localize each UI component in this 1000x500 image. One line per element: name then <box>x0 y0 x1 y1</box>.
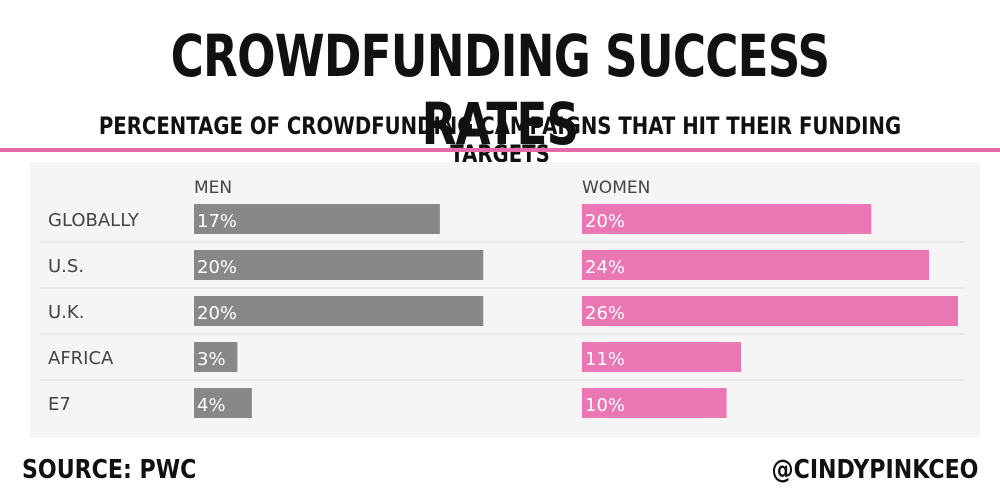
category-label: E7 <box>48 394 71 415</box>
bar-value-label: 10% <box>585 395 625 416</box>
bar-value-label: 11% <box>585 349 625 370</box>
bar-women <box>582 296 958 326</box>
bar-value-label: 4% <box>197 395 226 416</box>
bar-men <box>194 296 484 326</box>
bar-value-label: 3% <box>197 349 226 370</box>
bar-value-label: 20% <box>197 257 237 278</box>
bar-value-label: 20% <box>197 303 237 324</box>
legend-women: WOMEN <box>582 178 650 198</box>
bar-men <box>194 342 238 372</box>
bar-women <box>582 250 930 280</box>
category-label: U.S. <box>48 256 84 277</box>
bar-value-label: 17% <box>197 211 237 232</box>
header-rule <box>0 148 1000 152</box>
bar-value-label: 26% <box>585 303 625 324</box>
legend-men: MEN <box>194 178 232 198</box>
bar-women <box>582 204 872 234</box>
category-label: GLOBALLY <box>48 210 140 231</box>
bar-men <box>194 204 440 234</box>
bar-value-label: 24% <box>585 257 625 278</box>
bar-women <box>582 388 727 418</box>
chart-title: CROWDFUNDING SUCCESS RATES <box>170 22 831 158</box>
category-label: U.K. <box>48 302 84 323</box>
bar-men <box>194 250 484 280</box>
source-label: SOURCE: PWC <box>22 455 197 485</box>
author-handle: @CINDYPINKCEO <box>771 455 978 485</box>
bar-women <box>582 342 742 372</box>
category-label: AFRICA <box>48 348 114 369</box>
chart-subtitle: PERCENTAGE OF CROWDFUNDING CAMPAIGNS THA… <box>98 112 902 168</box>
bar-men <box>194 388 252 418</box>
bar-value-label: 20% <box>585 211 625 232</box>
